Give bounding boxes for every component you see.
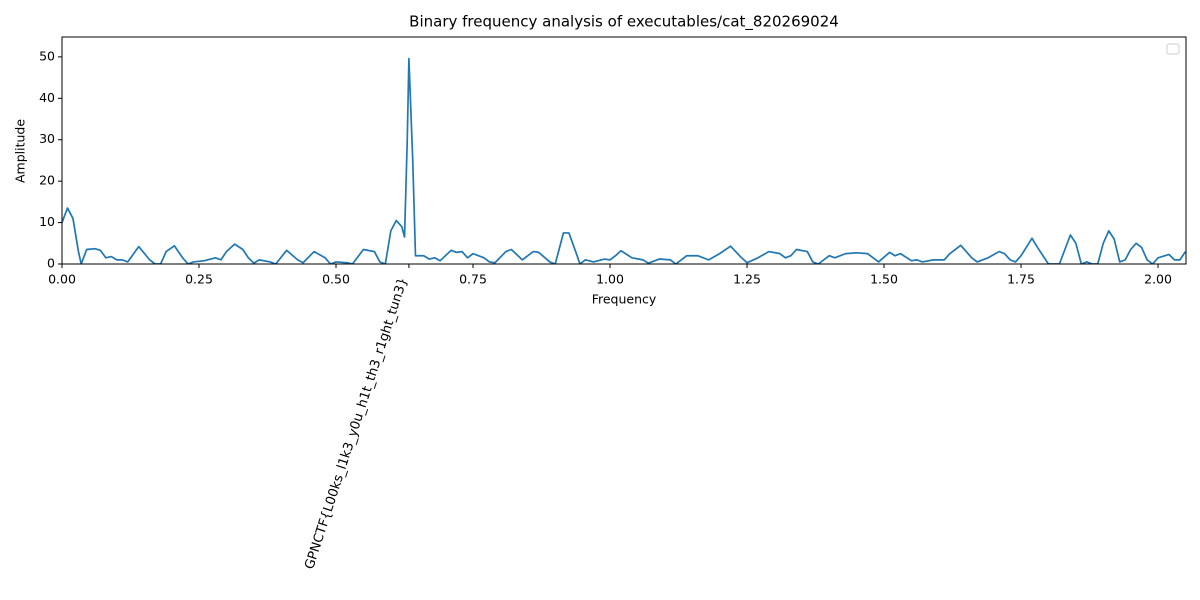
y-tick-label: 30 xyxy=(39,131,55,146)
x-axis-label: Frequency xyxy=(592,292,657,307)
x-tick-label: 0.25 xyxy=(185,272,213,287)
y-tick-label: 40 xyxy=(39,90,55,105)
y-tick-label: 0 xyxy=(47,256,55,271)
x-tick-label: 1.25 xyxy=(733,272,761,287)
legend xyxy=(1166,43,1180,55)
x-tick-label: GPNCTF{L00ks_l1k3_y0u_h1t_th3_r1ght_tun3… xyxy=(302,276,411,572)
plot-area xyxy=(62,37,1186,264)
x-tick-label: 1.50 xyxy=(870,272,898,287)
y-tick-label: 20 xyxy=(39,173,55,188)
x-tick-label: 1.75 xyxy=(1007,272,1035,287)
x-tick-label: 2.00 xyxy=(1144,272,1172,287)
y-axis-label: Amplitude xyxy=(13,119,28,183)
axes-frame xyxy=(61,36,1187,265)
y-tick-label: 10 xyxy=(39,214,55,229)
data-line xyxy=(62,57,1186,264)
x-tick-label: 1.00 xyxy=(596,272,624,287)
x-tick-label: 0.75 xyxy=(459,272,487,287)
x-tick-label: 0.00 xyxy=(48,272,76,287)
x-tick-label: 0.50 xyxy=(322,272,350,287)
y-tick-label: 50 xyxy=(39,48,55,63)
chart-title: Binary frequency analysis of executables… xyxy=(409,13,839,32)
